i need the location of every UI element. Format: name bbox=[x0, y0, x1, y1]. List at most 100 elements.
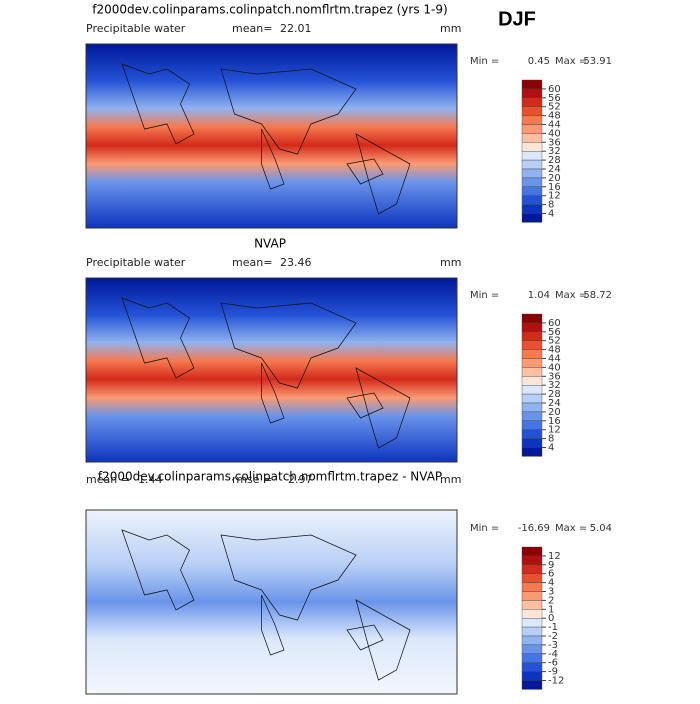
colorbar-box bbox=[521, 142, 543, 152]
colorbar-box bbox=[521, 349, 543, 359]
colorbar-box bbox=[521, 331, 543, 341]
colorbar-box bbox=[521, 385, 543, 395]
colorbar-box bbox=[521, 402, 543, 413]
colorbar-box bbox=[521, 438, 543, 448]
stat-value: 2.97 bbox=[288, 473, 313, 486]
colorbar-label: 20 bbox=[548, 173, 561, 184]
colorbar-label: 8 bbox=[548, 200, 554, 211]
colorbar-label: 4 bbox=[548, 578, 554, 589]
colorbar-label: 44 bbox=[548, 354, 561, 365]
colorbar-label: 32 bbox=[548, 146, 561, 157]
max-label: Max = bbox=[555, 523, 587, 534]
colorbar-box bbox=[521, 411, 543, 421]
colorbar-label: 1 bbox=[548, 604, 554, 615]
colorbar-label: 36 bbox=[548, 137, 561, 148]
stat-label: rmse = bbox=[232, 473, 272, 486]
max-label: Max = bbox=[555, 290, 587, 301]
colorbar-box bbox=[521, 106, 543, 116]
colorbar-label: 12 bbox=[548, 425, 561, 436]
colorbar-box bbox=[521, 591, 543, 601]
colorbar-label: 6 bbox=[548, 569, 554, 580]
colorbar-label: 12 bbox=[548, 191, 561, 202]
panel-title: f2000dev.colinparams.colinpatch.nomflrtm… bbox=[92, 3, 447, 17]
colorbar-box bbox=[521, 393, 543, 404]
colorbar-box bbox=[521, 204, 543, 214]
panel-title: f2000dev.colinparams.colinpatch.nomflrtm… bbox=[98, 470, 442, 484]
variable-label: Precipitable water bbox=[86, 22, 186, 35]
colorbar-box bbox=[521, 88, 543, 99]
min-value: 0.45 bbox=[528, 56, 550, 67]
variable-label: Precipitable water bbox=[86, 256, 186, 269]
colorbar-label: 20 bbox=[548, 407, 561, 418]
colorbar-box bbox=[521, 367, 543, 377]
colorbar-box bbox=[521, 635, 543, 646]
colorbar-box bbox=[521, 546, 543, 557]
coastlines bbox=[121, 63, 411, 215]
colorbar-label: -2 bbox=[548, 631, 558, 642]
colorbar-label: 28 bbox=[548, 155, 561, 166]
colorbar-box bbox=[521, 626, 543, 637]
colorbar-label: 9 bbox=[548, 560, 554, 571]
colorbar-box bbox=[521, 150, 543, 161]
colorbar-box bbox=[521, 358, 543, 368]
colorbar-box bbox=[521, 644, 543, 655]
colorbar-label: 40 bbox=[548, 362, 561, 373]
min-value: 1.04 bbox=[528, 290, 550, 301]
min-label: Min = bbox=[470, 523, 499, 534]
stat-value: 23.46 bbox=[280, 256, 312, 269]
units: mm bbox=[440, 256, 461, 269]
colorbar-box bbox=[521, 159, 543, 170]
colorbar-label: -4 bbox=[548, 649, 558, 660]
colorbar-label: 48 bbox=[548, 345, 561, 356]
colorbar-label: -6 bbox=[548, 658, 558, 669]
max-value: 5.04 bbox=[590, 523, 612, 534]
coastlines bbox=[121, 529, 411, 681]
coastlines bbox=[121, 297, 411, 449]
colorbar-box bbox=[521, 555, 543, 566]
max-value: 58.72 bbox=[583, 290, 612, 301]
colorbar-box bbox=[521, 609, 543, 619]
colorbar-label: 24 bbox=[548, 164, 561, 175]
colorbar-label: 16 bbox=[548, 182, 561, 193]
max-label: Max = bbox=[555, 56, 587, 67]
colorbar-label: -12 bbox=[548, 676, 564, 687]
colorbar-label: -1 bbox=[548, 622, 558, 633]
colorbar-box bbox=[521, 97, 543, 107]
colorbar-label: 8 bbox=[548, 434, 554, 445]
units: mm bbox=[440, 473, 461, 486]
colorbar-box bbox=[521, 671, 543, 681]
colorbar-label: 48 bbox=[548, 111, 561, 122]
colorbar-box bbox=[521, 168, 543, 179]
colorbar-label: 4 bbox=[548, 443, 554, 454]
map-field bbox=[85, 277, 458, 463]
min-label: Min = bbox=[470, 290, 499, 301]
colorbar-label: 40 bbox=[548, 128, 561, 139]
colorbar-label: 56 bbox=[548, 93, 561, 104]
colorbar-box bbox=[521, 213, 543, 223]
colorbar-label: -3 bbox=[548, 640, 558, 651]
min-value: -16.69 bbox=[518, 523, 550, 534]
colorbar-box bbox=[521, 186, 543, 196]
units: mm bbox=[440, 22, 461, 35]
panel-title: NVAP bbox=[254, 237, 286, 251]
season-label: DJF bbox=[498, 8, 536, 30]
colorbar-box bbox=[521, 115, 543, 125]
colorbar-label: 4 bbox=[548, 209, 554, 220]
colorbar-box bbox=[521, 653, 543, 663]
max-value: 53.91 bbox=[583, 56, 612, 67]
colorbar-box bbox=[521, 662, 543, 672]
colorbar-box bbox=[521, 429, 543, 439]
colorbar-label: 2 bbox=[548, 595, 554, 606]
colorbar-box bbox=[521, 618, 543, 628]
map-field bbox=[85, 43, 458, 229]
colorbar-box bbox=[521, 313, 543, 324]
colorbar-label: 60 bbox=[548, 84, 561, 95]
min-label: Min = bbox=[470, 56, 499, 67]
colorbar-label: 32 bbox=[548, 380, 561, 391]
colorbar-label: 0 bbox=[548, 613, 554, 624]
colorbar-box bbox=[521, 177, 543, 187]
colorbar-box bbox=[521, 447, 543, 457]
colorbar-label: 24 bbox=[548, 398, 561, 409]
colorbar-label: 28 bbox=[548, 389, 561, 400]
colorbar-label: 3 bbox=[548, 587, 554, 598]
